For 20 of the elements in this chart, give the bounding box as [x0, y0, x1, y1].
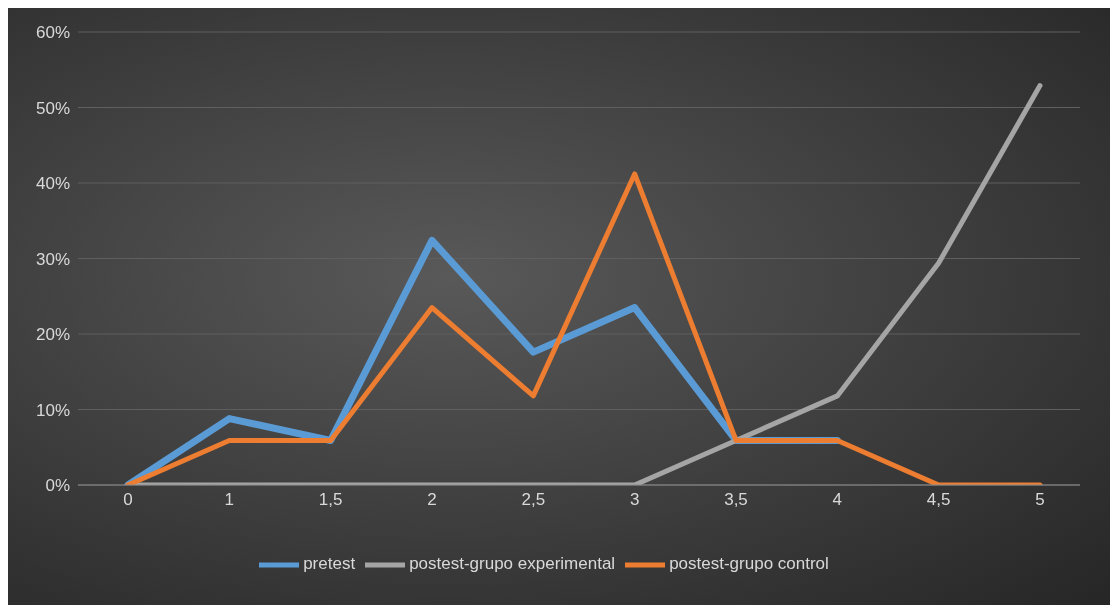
- x-tick-label: 1: [224, 490, 235, 510]
- x-tick-label: 2,5: [521, 490, 546, 510]
- y-tick-label: 10%: [35, 400, 70, 420]
- legend-label: postest-grupo control: [669, 554, 829, 574]
- x-tick-label: 3: [629, 490, 640, 510]
- x-tick-label: 3,5: [724, 490, 748, 510]
- x-tick-label: 2: [427, 490, 437, 510]
- x-tick-label: 4,5: [926, 490, 951, 510]
- y-tick-label: 40%: [35, 174, 70, 194]
- x-tick-label: 4: [832, 490, 843, 510]
- x-tick-label: 0: [123, 490, 133, 510]
- legend-label: postest-grupo experimental: [409, 554, 616, 574]
- x-tick-label: 1,5: [318, 490, 343, 510]
- legend-label: pretest: [303, 554, 356, 574]
- y-tick-label: 60%: [35, 23, 70, 43]
- y-tick-label: 30%: [35, 249, 70, 269]
- y-tick-label: 50%: [35, 98, 70, 118]
- x-tick-label: 5: [1035, 490, 1045, 510]
- y-tick-label: 20%: [35, 325, 70, 345]
- y-tick-label: 0%: [45, 476, 70, 496]
